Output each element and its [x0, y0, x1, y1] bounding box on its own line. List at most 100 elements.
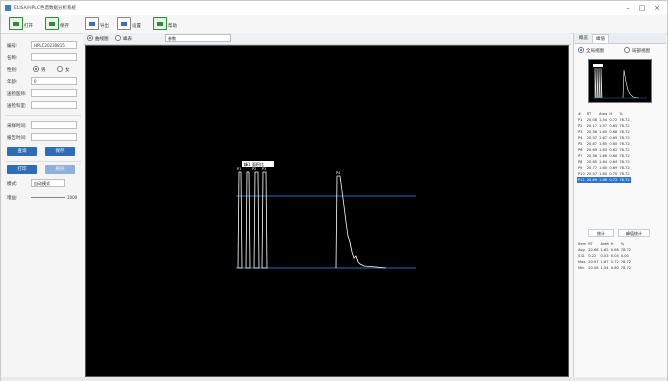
gain-row: 增益: 1000 [5, 193, 81, 202]
table-row[interactable]: Avg 20.68 1.62 0.66 78.72 [577, 247, 632, 253]
table-cell: 78.72 [619, 118, 630, 122]
table-cell: 20.69 [586, 148, 598, 152]
save-icon [45, 17, 59, 30]
table-cell: 1.62 [600, 248, 609, 252]
overview-thumbnail[interactable] [588, 59, 652, 103]
table-row[interactable]: P6 20.69 1.63 0.62 78.72 [577, 147, 631, 153]
gender-female-radio[interactable] [57, 66, 63, 72]
table-cell: 78.72 [619, 142, 630, 146]
field-id: 编号: HPLC20230815 [5, 41, 81, 50]
right-tabs: 概览 峰值 [574, 33, 666, 44]
table-header-cell: Area [599, 112, 608, 116]
toolbar-open-button[interactable]: 打开 [9, 16, 37, 32]
peak-2 [245, 171, 251, 269]
query-button[interactable]: 查询 [7, 147, 37, 156]
table-row[interactable]: P2 20.17 1.57 0.65 78.72 [577, 123, 631, 129]
table-cell: 0.00 [620, 254, 629, 258]
table-cell: 20.56 [586, 154, 598, 158]
table-cell: P7 [578, 154, 583, 158]
table-cell: 0.65 [609, 124, 618, 128]
field-age-input[interactable]: 0 [31, 77, 77, 85]
table-row[interactable]: P5 20.67 1.65 0.65 78.72 [577, 141, 631, 147]
gain-slider[interactable] [31, 197, 65, 198]
table-cell: 1.54 [600, 266, 609, 270]
tab-peaks[interactable]: 峰值 [592, 34, 609, 43]
peak-label-3: P3 [262, 167, 266, 171]
toolbar-export-button[interactable]: 导出 [85, 16, 113, 32]
field-doctor-label: 送检医师: [7, 92, 27, 97]
table-cell: Max [578, 260, 586, 264]
peak-1 [237, 171, 243, 269]
field-name-input[interactable] [31, 53, 77, 61]
table-row[interactable]: P8 20.65 1.64 0.64 78.72 [577, 159, 631, 165]
table-row[interactable]: Max 20.97 1.67 0.72 78.72 [577, 259, 632, 265]
view-peaks-radio[interactable] [115, 35, 121, 41]
global-view-radio[interactable] [578, 47, 584, 53]
table-cell: 0.03 [600, 254, 609, 258]
table-row[interactable]: Min 20.08 1.54 0.60 78.72 [577, 265, 632, 271]
gender-male-radio[interactable] [33, 66, 39, 72]
peak-table[interactable]: # RT Area H% P1 20.08 1.54 0.72 78.72 P2 20.17 1.5… [577, 111, 631, 183]
maximize-button[interactable]: □ [638, 4, 646, 12]
table-cell: 78.72 [619, 148, 630, 152]
minimize-button[interactable]: – [626, 4, 630, 12]
main-toolbar: 打开 保存 导出 设置 帮助 [1, 15, 667, 34]
delete-button[interactable]: 删除 [45, 165, 75, 174]
toolbar-open-label: 打开 [24, 24, 33, 29]
table-row[interactable]: S.D. 0.22 0.03 0.04 0.00 [577, 253, 632, 259]
field-report-time-input[interactable] [31, 133, 77, 141]
table-cell: 78.72 [619, 154, 630, 158]
field-doctor: 送检医师: [5, 89, 81, 98]
local-view-radio[interactable] [624, 47, 630, 53]
field-report-time-label: 报告时间: [7, 136, 27, 141]
table-cell: 20.56 [586, 130, 598, 134]
table-row[interactable]: P7 20.56 1.66 0.60 78.72 [577, 153, 631, 159]
field-id-input[interactable]: HPLC20230815 [31, 41, 77, 49]
field-gender-label: 性别: [7, 68, 18, 73]
table-cell: 1.66 [599, 154, 608, 158]
table-row[interactable]: P9 20.77 1.60 0.69 78.72 [577, 165, 631, 171]
table-cell: P11 [577, 177, 586, 183]
table-cell: 1.67 [599, 136, 608, 140]
param-select[interactable]: 参数 [165, 34, 231, 42]
field-sample-time-label: 采样时间: [7, 124, 27, 129]
table-cell: 78.72 [619, 130, 630, 134]
table-cell: 20.08 [588, 266, 599, 270]
window-title: ELISA/HPLC色谱数据分析系统 [14, 6, 76, 11]
subtab-stats[interactable]: 统计 [588, 229, 614, 237]
table-row[interactable]: P3 20.56 1.60 0.68 78.72 [577, 129, 631, 135]
toolbar-settings-button[interactable]: 设置 [117, 16, 145, 32]
print-button[interactable]: 打印 [7, 165, 37, 174]
toolbar-help-button[interactable]: 帮助 [153, 16, 181, 32]
table-cell: 20.65 [586, 160, 598, 164]
table-cell: 1.64 [599, 160, 608, 164]
field-age-label: 年龄: [7, 80, 18, 85]
close-button[interactable]: × [654, 4, 660, 12]
stats-subtabs: 统计 峰值统计 [574, 229, 666, 238]
chromatogram-plot[interactable]: 峰1 面积比 P1 P2 P3 P4 [85, 45, 569, 377]
table-row[interactable]: P11 20.69 1.66 0.72 78.72 [577, 177, 631, 183]
gender-female-label: 女 [65, 68, 70, 73]
thumb-cluster [622, 69, 640, 99]
mode-select[interactable]: 自动模式 [31, 179, 65, 187]
table-row[interactable]: P10 20.97 1.60 0.70 78.72 [577, 171, 631, 177]
field-sample-time-input[interactable] [31, 121, 77, 129]
save-record-button[interactable]: 保存 [45, 147, 75, 156]
table-cell: P4 [578, 136, 583, 140]
subtab-peak-stats[interactable]: 峰值统计 [618, 229, 650, 237]
table-row[interactable]: P4 20.57 1.67 0.65 78.72 [577, 135, 631, 141]
toolbar-help-label: 帮助 [168, 24, 177, 29]
tab-overview[interactable]: 概览 [579, 36, 588, 41]
table-header-cell: H [609, 112, 613, 116]
right-panel: 概览 峰值 全局视图 局部视图 # RT Area H% P1 20.08 1.54 0.7… [573, 33, 666, 377]
status-bar [1, 377, 667, 381]
table-row[interactable]: P1 20.08 1.54 0.72 78.72 [577, 117, 631, 123]
peak-label-4: P4 [336, 171, 341, 175]
table-cell: 78.72 [619, 160, 630, 164]
table-cell: 0.72 [610, 260, 619, 264]
toolbar-save-button[interactable]: 保存 [45, 16, 73, 32]
peak-tag-text: 峰1 面积比 [244, 161, 264, 167]
field-doctor-input[interactable] [31, 89, 77, 97]
field-dept-input[interactable] [31, 101, 77, 109]
view-curve-radio[interactable] [87, 35, 93, 41]
